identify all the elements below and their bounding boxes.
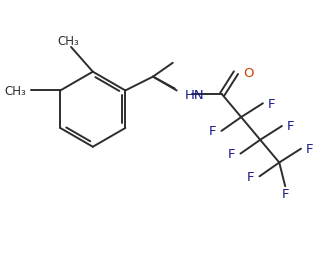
Text: F: F [287,120,294,133]
Text: F: F [306,142,314,155]
Text: F: F [247,170,255,183]
Text: F: F [228,148,235,161]
Text: O: O [243,67,253,80]
Text: CH₃: CH₃ [57,35,79,47]
Text: CH₃: CH₃ [4,85,26,98]
Text: F: F [281,187,289,200]
Text: F: F [209,125,217,138]
Text: F: F [268,97,275,110]
Text: HN: HN [185,89,204,102]
